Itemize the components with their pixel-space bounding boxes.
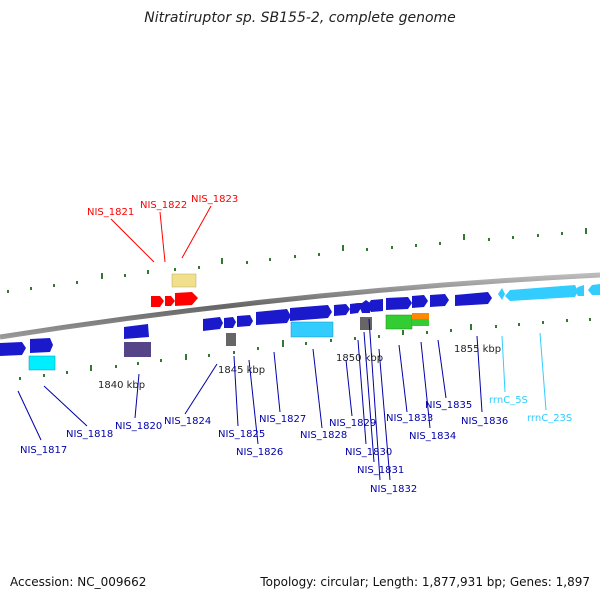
gene-rrnc23s[interactable]: [505, 285, 578, 301]
leader-lines-red: [110, 205, 212, 263]
gene-green-feature[interactable]: [385, 314, 413, 330]
gene-rrnc5s[interactable]: [498, 288, 505, 300]
genome-summary-text: Topology: circular; Length: 1,877,931 bp…: [260, 575, 590, 589]
gene-nis1830[interactable]: [350, 303, 361, 314]
label-nis1828: NIS_1828: [300, 430, 347, 441]
gene-nis1817[interactable]: [0, 342, 26, 356]
gene-nis1834[interactable]: [412, 295, 428, 308]
upper-tick-marks: [7, 228, 587, 293]
label-nis1823: NIS_1823: [191, 194, 238, 205]
gene-nis1827[interactable]: [256, 309, 291, 325]
gene-nis1828[interactable]: [290, 305, 332, 321]
label-nis1832: NIS_1832: [370, 484, 417, 495]
label-nis1830: NIS_1830: [345, 447, 392, 458]
kbp-label-1845: 1845 kbp: [218, 365, 265, 376]
label-nis1824: NIS_1824: [164, 416, 211, 427]
label-rrnc23s: rrnC_23S: [527, 413, 572, 424]
label-nis1825: NIS_1825: [218, 429, 265, 440]
label-nis1821: NIS_1821: [87, 207, 134, 218]
genome-backbone: [0, 272, 600, 340]
label-nis1826: NIS_1826: [236, 447, 283, 458]
gene-nis1833[interactable]: [386, 297, 412, 310]
leader-lines-rrna: [501, 332, 547, 411]
gene-orange-feature[interactable]: [412, 313, 429, 319]
gene-nis1829[interactable]: [334, 304, 350, 316]
gene-lightblue-feature[interactable]: [290, 321, 334, 338]
gene-gray-feature-2[interactable]: [360, 317, 372, 330]
label-nis1836: NIS_1836: [461, 416, 508, 427]
gene-nis1825[interactable]: [224, 317, 236, 328]
gene-green-feature-2[interactable]: [412, 319, 429, 326]
label-nis1820: NIS_1820: [115, 421, 162, 432]
label-nis1835: NIS_1835: [425, 400, 472, 411]
label-nis1833: NIS_1833: [386, 413, 433, 424]
gene-nis1823[interactable]: [175, 292, 198, 306]
gene-nis1835[interactable]: [430, 294, 449, 307]
gene-lightblue-arrow-1[interactable]: [575, 285, 584, 296]
label-nis1834: NIS_1834: [409, 431, 456, 442]
label-rrnc5s: rrnC_5S: [489, 395, 528, 406]
kbp-label-1840: 1840 kbp: [98, 380, 145, 391]
label-nis1827: NIS_1827: [259, 414, 306, 425]
accession-text: Accession: NC_009662: [10, 575, 147, 589]
gene-nis1824[interactable]: [203, 317, 223, 331]
label-nis1817: NIS_1817: [20, 445, 67, 456]
label-nis1831: NIS_1831: [357, 465, 404, 476]
gene-nis1836[interactable]: [455, 292, 492, 306]
gene-lightblue-arrow-2[interactable]: [588, 284, 600, 295]
gene-cyan-feature[interactable]: [28, 355, 56, 371]
gene-nis1826[interactable]: [237, 315, 253, 327]
label-nis1818: NIS_1818: [66, 429, 113, 440]
label-nis1829: NIS_1829: [329, 418, 376, 429]
genome-title: Nitratiruptor sp. SB155-2, complete geno…: [144, 10, 456, 26]
gene-nis1832[interactable]: [367, 299, 383, 312]
gene-nis1831[interactable]: [358, 300, 370, 313]
gene-nis1822[interactable]: [165, 296, 175, 306]
gene-khaki-feature[interactable]: [171, 273, 197, 288]
gene-slate-feature[interactable]: [124, 342, 151, 357]
gene-nis1820[interactable]: [124, 324, 149, 339]
leader-lines-blue: [17, 318, 483, 481]
label-nis1822: NIS_1822: [140, 200, 187, 211]
gene-nis1818[interactable]: [30, 338, 53, 353]
lower-tick-marks: [19, 318, 591, 380]
gene-nis1821[interactable]: [151, 296, 164, 307]
gene-gray-feature-1[interactable]: [226, 333, 236, 346]
